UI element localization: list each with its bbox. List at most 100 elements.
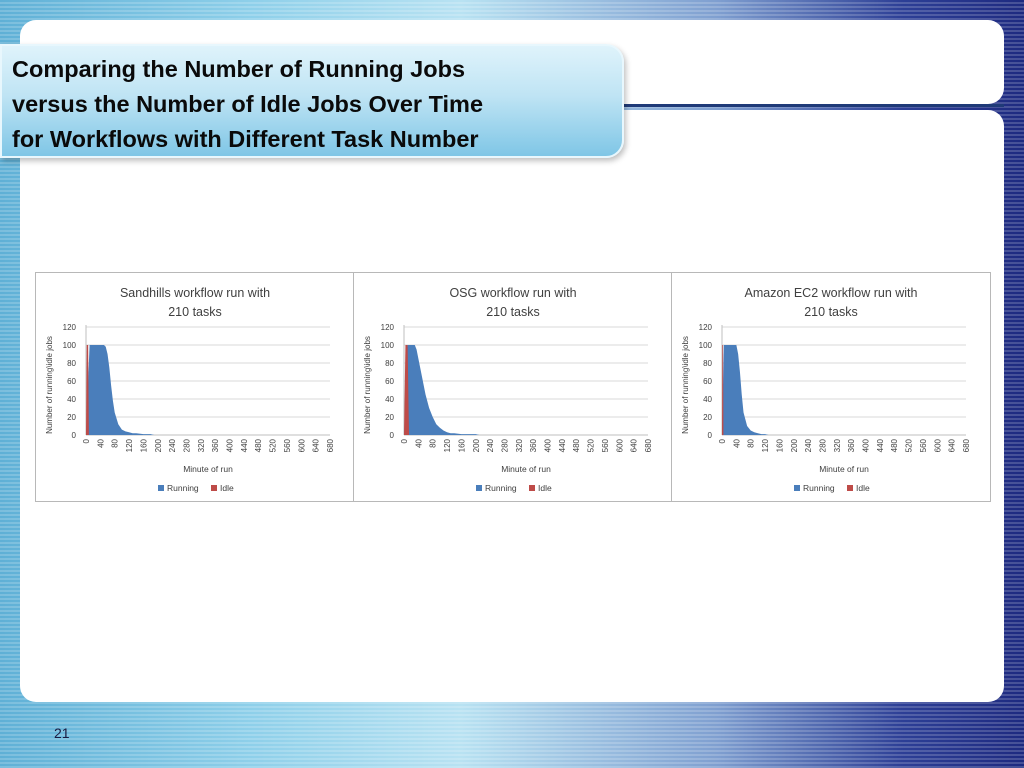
x-tick-label: 160 bbox=[139, 438, 148, 452]
x-tick-label: 40 bbox=[732, 438, 741, 447]
x-tick-label: 120 bbox=[761, 438, 770, 452]
legend-label-idle: Idle bbox=[856, 483, 870, 493]
x-tick-label: 280 bbox=[500, 438, 509, 452]
y-tick-label: 60 bbox=[67, 377, 76, 386]
y-tick-label: 40 bbox=[703, 395, 712, 404]
x-tick-label: 120 bbox=[443, 438, 452, 452]
x-axis-label: Minute of run bbox=[819, 464, 869, 474]
y-tick-label: 60 bbox=[385, 377, 394, 386]
y-tick-label: 20 bbox=[703, 413, 712, 422]
y-tick-label: 0 bbox=[708, 431, 713, 440]
x-tick-label: 200 bbox=[472, 438, 481, 452]
series-running-area bbox=[404, 345, 480, 435]
y-tick-label: 0 bbox=[390, 431, 395, 440]
legend-label-idle: Idle bbox=[538, 483, 552, 493]
legend-swatch-running bbox=[158, 485, 164, 491]
x-tick-label: 680 bbox=[326, 438, 335, 452]
x-tick-label: 0 bbox=[82, 438, 91, 443]
x-tick-label: 480 bbox=[254, 438, 263, 452]
page-number: 21 bbox=[54, 725, 70, 741]
x-tick-label: 240 bbox=[168, 438, 177, 452]
chart-title-line: OSG workflow run with bbox=[449, 286, 576, 300]
y-tick-label: 80 bbox=[385, 359, 394, 368]
chart-svg: Sandhills workflow run with 210 tasks 0 20 4… bbox=[45, 286, 335, 493]
x-tick-label: 400 bbox=[226, 438, 235, 452]
x-tick-label: 520 bbox=[587, 438, 596, 452]
legend-swatch-idle bbox=[529, 485, 535, 491]
x-tick-label: 400 bbox=[862, 438, 871, 452]
x-tick-label: 360 bbox=[847, 438, 856, 452]
y-tick-label: 120 bbox=[699, 323, 713, 332]
x-tick-label: 680 bbox=[644, 438, 653, 452]
y-tick-label: 120 bbox=[381, 323, 395, 332]
series-running-area bbox=[722, 345, 769, 435]
series-running-area bbox=[86, 345, 158, 435]
x-tick-label: 80 bbox=[747, 438, 756, 447]
x-tick-label: 280 bbox=[818, 438, 827, 452]
x-tick-label: 400 bbox=[544, 438, 553, 452]
x-tick-label: 640 bbox=[948, 438, 957, 452]
chart-amazon-ec2: Amazon EC2 workflow run with 210 tasks 0 20… bbox=[672, 273, 990, 501]
y-tick-label: 40 bbox=[385, 395, 394, 404]
x-tick-label: 360 bbox=[529, 438, 538, 452]
y-axis-label: Number of running\idle jobs bbox=[45, 336, 54, 434]
y-tick-label: 120 bbox=[63, 323, 77, 332]
y-tick-label: 0 bbox=[72, 431, 77, 440]
x-tick-label: 600 bbox=[933, 438, 942, 452]
x-tick-label: 320 bbox=[197, 438, 206, 452]
legend-swatch-running bbox=[476, 485, 482, 491]
x-tick-label: 480 bbox=[890, 438, 899, 452]
y-tick-label: 100 bbox=[381, 341, 395, 350]
x-tick-label: 480 bbox=[572, 438, 581, 452]
x-tick-label: 440 bbox=[240, 438, 249, 452]
x-tick-label: 0 bbox=[400, 438, 409, 443]
x-tick-label: 600 bbox=[615, 438, 624, 452]
legend-label-idle: Idle bbox=[220, 483, 234, 493]
x-tick-label: 520 bbox=[905, 438, 914, 452]
chart-svg: OSG workflow run with 210 tasks 0 20 40 60 80 1… bbox=[363, 286, 653, 493]
x-tick-label: 40 bbox=[414, 438, 423, 447]
x-tick-label: 640 bbox=[630, 438, 639, 452]
chart-sandhills: Sandhills workflow run with 210 tasks 0 20 4… bbox=[36, 273, 354, 501]
chart-svg: Amazon EC2 workflow run with 210 tasks 0 20… bbox=[681, 286, 971, 493]
x-tick-label: 200 bbox=[154, 438, 163, 452]
legend-label-running: Running bbox=[803, 483, 835, 493]
y-axis-label: Number of running\idle jobs bbox=[363, 336, 372, 434]
legend-swatch-idle bbox=[847, 485, 853, 491]
x-tick-label: 0 bbox=[718, 438, 727, 443]
x-tick-label: 40 bbox=[96, 438, 105, 447]
y-tick-label: 60 bbox=[703, 377, 712, 386]
x-tick-label: 560 bbox=[283, 438, 292, 452]
y-tick-label: 80 bbox=[703, 359, 712, 368]
x-tick-label: 120 bbox=[125, 438, 134, 452]
chart-title-line: 210 tasks bbox=[168, 305, 222, 319]
y-tick-label: 100 bbox=[63, 341, 77, 350]
legend-label-running: Running bbox=[485, 483, 517, 493]
y-tick-label: 80 bbox=[67, 359, 76, 368]
x-tick-label: 640 bbox=[312, 438, 321, 452]
x-tick-label: 360 bbox=[211, 438, 220, 452]
series-idle-area bbox=[86, 345, 89, 435]
title-line-3: for Workflows with Different Task Number bbox=[12, 126, 479, 152]
x-axis-label: Minute of run bbox=[183, 464, 233, 474]
chart-title-line: 210 tasks bbox=[804, 305, 858, 319]
x-tick-label: 440 bbox=[876, 438, 885, 452]
legend-swatch-running bbox=[794, 485, 800, 491]
x-axis-label: Minute of run bbox=[501, 464, 551, 474]
x-tick-label: 280 bbox=[182, 438, 191, 452]
legend-label-running: Running bbox=[167, 483, 199, 493]
series-idle-area bbox=[404, 345, 410, 435]
x-tick-label: 600 bbox=[297, 438, 306, 452]
x-tick-label: 560 bbox=[601, 438, 610, 452]
x-tick-label: 80 bbox=[429, 438, 438, 447]
y-axis-label: Number of running\idle jobs bbox=[681, 336, 690, 434]
x-tick-label: 560 bbox=[919, 438, 928, 452]
x-tick-label: 520 bbox=[269, 438, 278, 452]
y-tick-label: 100 bbox=[699, 341, 713, 350]
x-tick-label: 240 bbox=[804, 438, 813, 452]
y-tick-label: 20 bbox=[67, 413, 76, 422]
title-divider bbox=[620, 104, 1004, 107]
x-tick-label: 680 bbox=[962, 438, 971, 452]
chart-osg: OSG workflow run with 210 tasks 0 20 40 60 80 1… bbox=[354, 273, 672, 501]
x-tick-label: 160 bbox=[775, 438, 784, 452]
